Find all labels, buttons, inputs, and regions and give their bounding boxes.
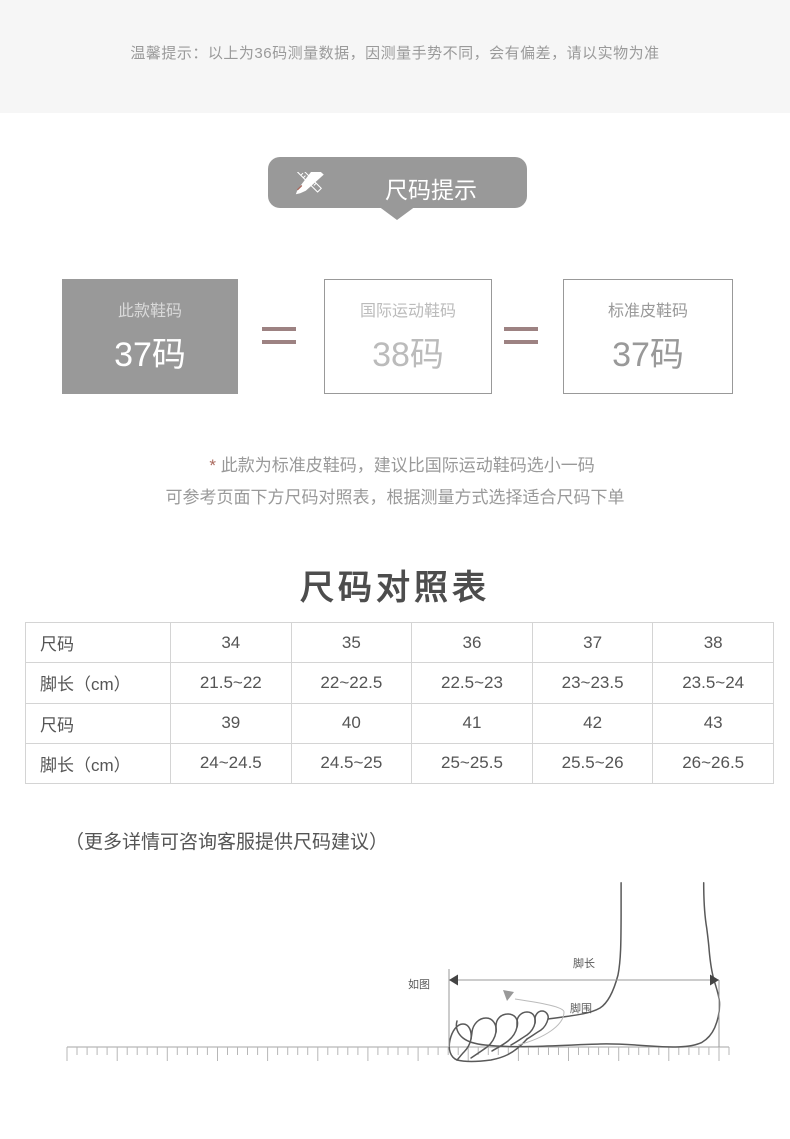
svg-text:脚围: 脚围	[570, 1001, 592, 1015]
svg-text:如图: 如图	[408, 977, 430, 991]
svg-text:尺码提示: 尺码提示	[385, 177, 477, 203]
svg-text:脚长: 脚长	[573, 956, 595, 970]
